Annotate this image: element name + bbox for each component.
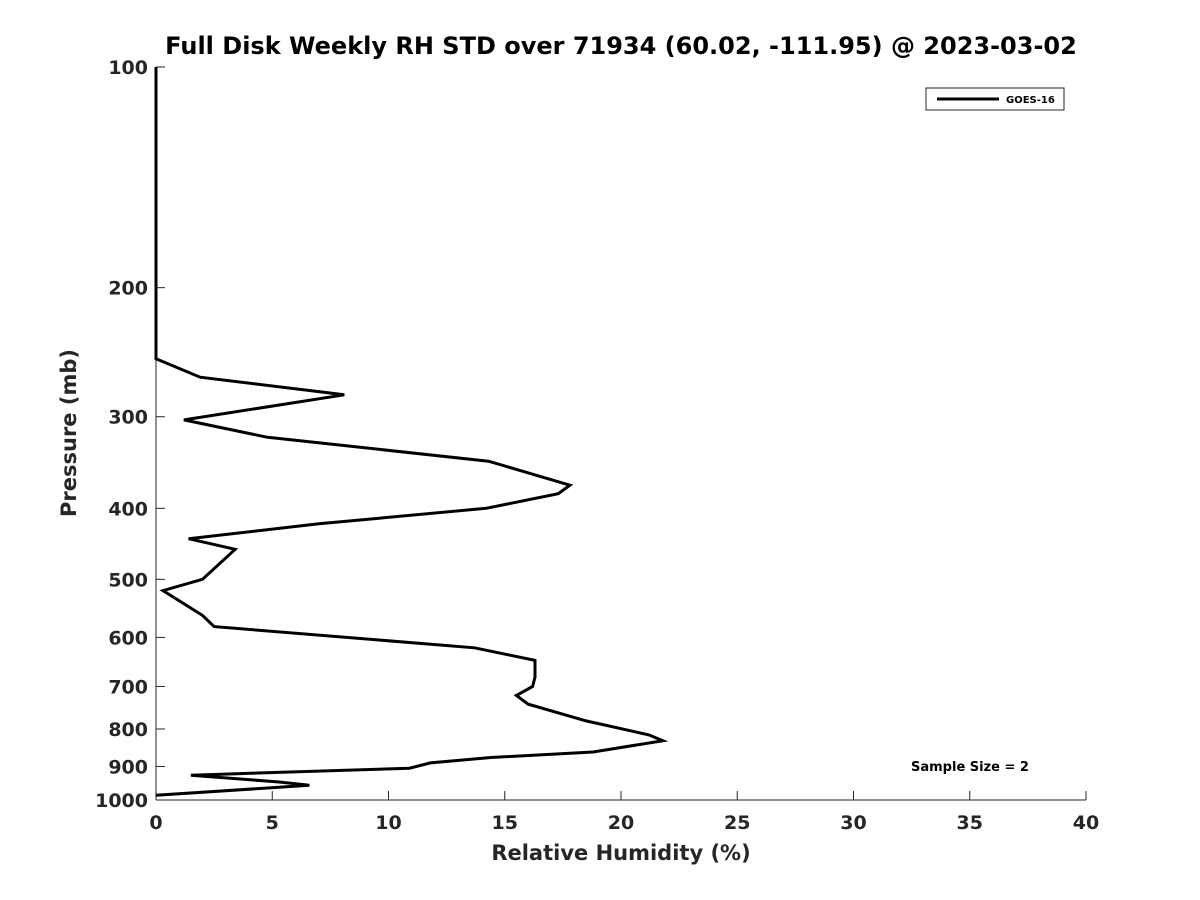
y-axis-title: Pressure (mb) (57, 349, 81, 517)
y-tick-label: 700 (108, 676, 148, 698)
legend-label: GOES-16 (1006, 95, 1055, 106)
y-tick-label: 500 (108, 569, 148, 591)
x-tick-label: 0 (149, 812, 162, 834)
series-line-goes-16 (154, 67, 669, 797)
x-tick-label: 10 (375, 812, 401, 834)
y-tick-label: 300 (108, 407, 148, 429)
x-tick-label: 20 (608, 812, 634, 834)
x-tick-label: 5 (266, 812, 279, 834)
legend: GOES-16 (925, 87, 1065, 111)
y-tick-label: 200 (108, 278, 148, 300)
x-tick-label: 15 (492, 812, 518, 834)
y-tick-label: 100 (108, 57, 148, 79)
x-axis-ticks: 0 5 10 15 20 25 30 35 40 (149, 791, 1099, 834)
y-axis-ticks: 100 200 300 400 500 600 700 800 900 1000 (95, 57, 165, 812)
x-tick-label: 40 (1073, 812, 1099, 834)
y-tick-label: 800 (108, 719, 148, 741)
x-axis-title: Relative Humidity (%) (491, 841, 750, 865)
y-tick-label: 600 (108, 627, 148, 649)
x-tick-label: 25 (724, 812, 750, 834)
x-tick-label: 30 (840, 812, 866, 834)
y-tick-label: 400 (108, 498, 148, 520)
y-tick-label: 1000 (95, 790, 148, 812)
x-tick-label: 35 (957, 812, 983, 834)
y-tick-label: 900 (108, 756, 148, 778)
sample-size-annotation: Sample Size = 2 (911, 760, 1029, 775)
chart-title: Full Disk Weekly RH STD over 71934 (60.0… (165, 32, 1077, 60)
